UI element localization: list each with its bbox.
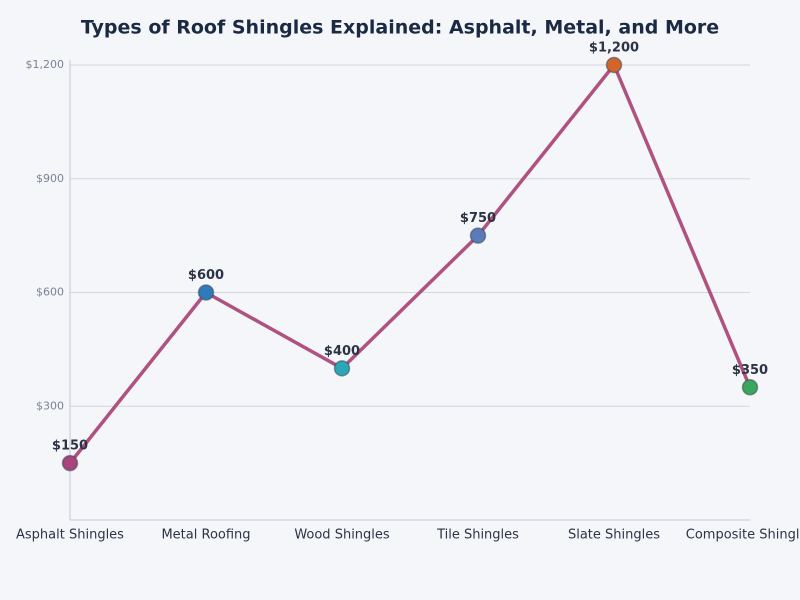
y-tick-label: $600: [36, 286, 64, 299]
data-point: [469, 227, 487, 244]
data-label: $600: [188, 268, 224, 283]
y-tick-label: $900: [36, 172, 64, 185]
x-tick-label: Asphalt Shingles: [16, 528, 124, 543]
data-point: [333, 360, 351, 377]
data-label: $350: [732, 363, 768, 378]
data-point: [605, 56, 623, 74]
x-tick-label: Slate Shingles: [568, 528, 660, 543]
data-label: $400: [324, 344, 360, 359]
x-tick-label: Composite Shingles: [686, 528, 800, 543]
y-tick-label: $1,200: [26, 58, 65, 71]
chart-title: Types of Roof Shingles Explained: Asphal…: [81, 17, 719, 39]
data-label: $1,200: [589, 41, 639, 56]
data-point: [741, 379, 759, 396]
data-line: [68, 63, 752, 465]
data-label: $150: [52, 439, 88, 454]
x-tick-label: Metal Roofing: [161, 528, 250, 543]
x-tick-label: Tile Shingles: [436, 528, 519, 543]
data-point: [61, 454, 79, 472]
y-tick-label: $300: [36, 399, 64, 412]
data-point: [197, 284, 215, 301]
x-tick-label: Wood Shingles: [294, 528, 390, 543]
data-label: $750: [460, 211, 496, 226]
